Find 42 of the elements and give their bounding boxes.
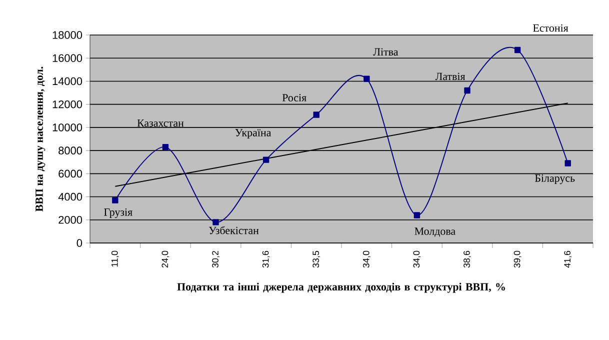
y-tick-label: 18000 [52, 31, 82, 39]
point [262, 156, 270, 163]
annotation: Літва [373, 48, 398, 56]
annotation: Узбекістан [208, 226, 259, 234]
y-tick-label: 0 [76, 239, 82, 247]
annotation: Казахстан [137, 119, 184, 127]
annotation: Україна [235, 129, 272, 139]
annotation: Молдова [414, 228, 456, 237]
annotation: Біларусь [534, 174, 575, 184]
annotation: Росія [282, 94, 306, 102]
y-tick-label: 6000 [58, 170, 82, 178]
x-tick-label: 11,0 [111, 250, 119, 267]
x-tick-label: 38,6 [464, 250, 471, 268]
point [212, 219, 219, 226]
x-tick-label: 31,6 [262, 250, 270, 268]
point [464, 87, 470, 94]
y-tick-label: 10000 [52, 124, 82, 132]
x-tick-label: 34,0 [362, 250, 370, 268]
point [414, 212, 420, 218]
point [514, 46, 521, 54]
x-tick-label: 30,2 [212, 250, 220, 268]
x-tick-label: 34,0 [413, 250, 421, 268]
annotation: Грузія [104, 208, 132, 218]
point [364, 76, 370, 82]
y-tick-label: 2000 [58, 216, 82, 224]
y-tick-label: 12000 [52, 100, 82, 108]
point [313, 112, 320, 118]
point [162, 144, 169, 150]
x-tick-label: 24,0 [162, 250, 170, 268]
x-tick-label: 33,5 [312, 250, 320, 268]
x-tick-label: 41,6 [564, 250, 572, 268]
y-tick-label: 16000 [52, 54, 82, 62]
y-tick-label: 14000 [52, 77, 82, 86]
point [112, 197, 118, 204]
annotation: Латвія [435, 72, 466, 80]
y-tick-label: 8000 [58, 146, 82, 154]
y-axis-title: ВВП на душу населення, дол. [36, 66, 46, 212]
y-tick-label: 4000 [58, 192, 82, 201]
point [564, 160, 571, 166]
text: Естонія [533, 24, 568, 32]
x-tick-label: 39,0 [514, 250, 522, 268]
x-axis-title: Податки та інші джерела державних доходів в структурі ВВП, % [177, 282, 505, 293]
